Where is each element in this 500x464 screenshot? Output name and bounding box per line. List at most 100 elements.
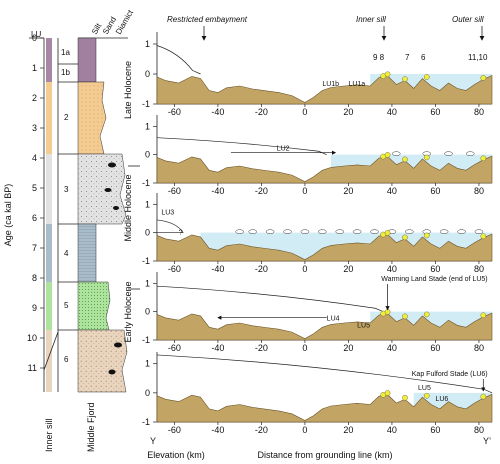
x-tick-label: 0	[302, 264, 307, 274]
core-site-marker	[423, 154, 430, 161]
iceberg	[474, 229, 484, 234]
y-tick-label: 0	[145, 228, 150, 238]
period-early-holocene: Early Holocene	[123, 281, 133, 342]
unit-tag: LU4	[327, 316, 340, 323]
x-tick-label: 80	[474, 107, 484, 117]
iceberg	[352, 229, 362, 234]
x-tick-label: 40	[387, 425, 397, 435]
core-site-marker	[480, 393, 487, 400]
y-tick-label: 0	[145, 388, 150, 398]
core-site-marker	[423, 232, 430, 239]
x-tick-label: 60	[430, 107, 440, 117]
unit-1b: 1b	[61, 68, 70, 77]
core-site-marker	[423, 392, 430, 399]
x-tick-label: 60	[430, 343, 440, 353]
water-body	[370, 311, 492, 328]
panel-2: 1 0 -1 -60 -40 -20 0 20 40 60 80 LU2	[142, 115, 493, 196]
ice-surface	[156, 45, 201, 75]
core-site-marker	[384, 152, 391, 158]
age-tick-label: 7	[32, 243, 37, 253]
x-tick-label: -60	[168, 343, 181, 353]
y-axis-label: Elevation (km)	[147, 450, 205, 460]
section-end-y-prime: Y’	[483, 436, 491, 446]
core-name-middle-fjord: Middle Fjord	[86, 402, 96, 452]
label-inner-sill: Inner sill	[356, 15, 386, 24]
x-tick-label: 40	[387, 264, 397, 274]
age-tick-label: 2	[32, 93, 37, 103]
iceberg	[335, 229, 344, 234]
x-tick-label: -40	[211, 343, 224, 353]
x-tick-label: 80	[474, 264, 484, 274]
unit-tag: LU1a	[348, 81, 365, 88]
unit-6: 6	[64, 355, 69, 364]
ice-surface	[156, 354, 493, 394]
x-tick-label: -60	[168, 264, 181, 274]
core-site-marker	[402, 394, 408, 401]
panel-5: 1 0 -1 -60 -40 -20 0 20 40 60 80 LU5 LU6 Kap Fulford …	[142, 352, 493, 435]
x-tick-label: 40	[387, 107, 397, 117]
x-tick-label: -60	[168, 107, 181, 117]
y-tick-label: 0	[145, 150, 150, 160]
iceberg	[405, 229, 414, 234]
water-body	[331, 154, 492, 171]
core-site-marker	[480, 75, 487, 81]
age-tick-label: 8	[32, 273, 37, 283]
diamict-header: Diamict	[114, 8, 136, 36]
seabed	[156, 155, 493, 184]
label-restricted-embayment: Restricted embayment	[167, 15, 248, 24]
seabed	[156, 393, 493, 423]
unit-2: 2	[64, 113, 69, 122]
core-site-marker	[423, 311, 430, 318]
inner-sill-core-lu3	[46, 154, 52, 224]
unit-3: 3	[64, 185, 69, 194]
age-tick-label: 10	[27, 333, 37, 343]
y-tick-label: -1	[142, 178, 150, 188]
seabed	[156, 75, 493, 105]
unit-5: 5	[64, 301, 69, 310]
x-tick-label: -20	[255, 186, 268, 196]
y-tick-label: 0	[145, 69, 150, 79]
y-tick-label: 1	[145, 121, 150, 131]
core-site-marker	[384, 390, 391, 396]
core-site-marker	[384, 71, 391, 78]
x-tick-label: 40	[387, 186, 397, 196]
lu-column: 1a 1b 2 3 4 5 6	[57, 38, 78, 392]
y-tick-label: 1	[145, 359, 150, 369]
y-tick-label: -1	[142, 256, 150, 266]
inner-sill-core-lu4	[46, 224, 52, 282]
x-tick-label: 60	[430, 186, 440, 196]
annotation: Kap Fulford Stade (LU6)	[412, 371, 488, 378]
age-tick-label: 1	[32, 63, 37, 73]
x-tick-label: 0	[302, 425, 307, 435]
age-axis-label: Age (ca kal BP)	[3, 184, 13, 247]
age-tick-label: 6	[32, 213, 37, 223]
iceberg	[370, 229, 379, 234]
iceberg	[265, 229, 275, 234]
x-tick-label: -60	[168, 425, 181, 435]
core-site-marker	[384, 230, 391, 236]
site-label-7: 7	[405, 53, 410, 62]
unit-tag: LU5	[418, 385, 431, 392]
iceberg	[300, 229, 310, 234]
x-tick-label: -20	[255, 343, 268, 353]
inner-sill-core-lu6	[46, 330, 52, 392]
age-tick-label: 3	[32, 123, 37, 133]
x-tick-label: 20	[343, 425, 353, 435]
x-tick-label: 0	[302, 186, 307, 196]
section-end-y: Y	[150, 436, 156, 446]
middle-fjord-core	[77, 37, 128, 393]
x-tick-label: -60	[168, 186, 181, 196]
x-tick-label: -20	[255, 425, 268, 435]
unit-tag: LU5	[357, 323, 370, 330]
panel-1: 1 0 -1 -60 -40 -20 0 20 40 60 80 LU1b LU1a	[142, 32, 493, 117]
y-tick-label: 1	[145, 278, 150, 288]
iceberg	[439, 229, 449, 234]
core-site-marker	[480, 233, 487, 240]
iceberg	[392, 151, 401, 156]
water-body	[370, 74, 492, 91]
water-body	[200, 232, 492, 260]
annotation: Warming Land Stade (end of LU5)	[381, 276, 487, 283]
iceberg	[248, 229, 257, 234]
inner-sill-core-lu1	[46, 38, 52, 82]
